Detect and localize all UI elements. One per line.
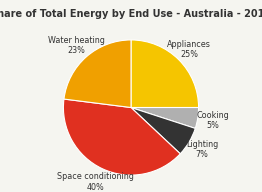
Wedge shape xyxy=(64,40,131,108)
Text: Lighting
7%: Lighting 7% xyxy=(186,140,218,159)
Text: Water heating
23%: Water heating 23% xyxy=(48,36,105,55)
Wedge shape xyxy=(131,108,199,128)
Text: Space conditioning
40%: Space conditioning 40% xyxy=(57,172,134,192)
Title: Share of Total Energy by End Use - Australia - 2014: Share of Total Energy by End Use - Austr… xyxy=(0,9,262,19)
Wedge shape xyxy=(131,108,195,154)
Text: Cooking
5%: Cooking 5% xyxy=(196,111,229,130)
Wedge shape xyxy=(63,99,180,175)
Text: Appliances
25%: Appliances 25% xyxy=(167,40,211,59)
Wedge shape xyxy=(131,40,199,108)
